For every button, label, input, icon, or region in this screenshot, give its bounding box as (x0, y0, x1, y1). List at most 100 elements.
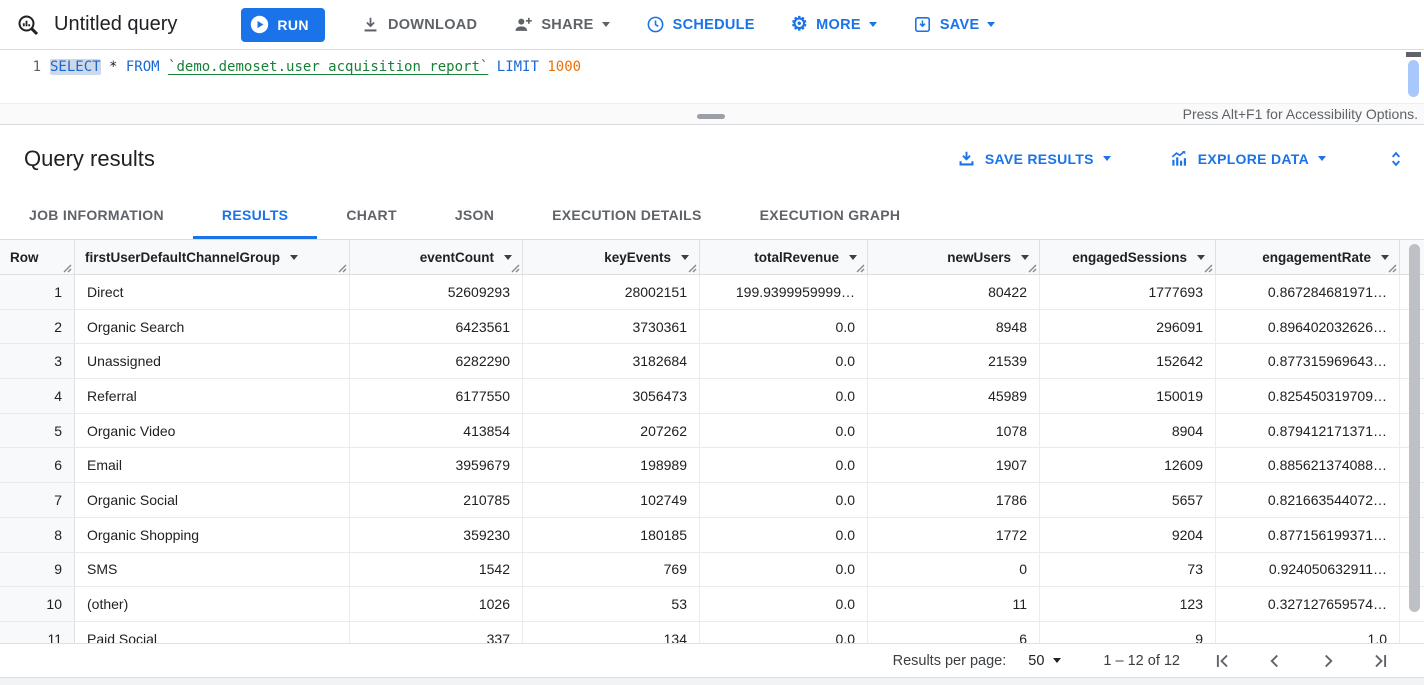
column-header-eventCount[interactable]: eventCount (350, 240, 523, 274)
column-menu-icon[interactable] (504, 254, 512, 260)
table-cell: 3959679 (350, 448, 523, 483)
sql-token: SELECT (50, 59, 101, 75)
column-header-keyEvents[interactable]: keyEvents (523, 240, 700, 274)
tabs-bar: JOB INFORMATION RESULTS CHART JSON EXECUTION… (0, 192, 1424, 240)
table-cell: 180185 (523, 517, 700, 552)
table-cell: 8948 (868, 309, 1040, 344)
unfold-icon (1391, 151, 1401, 166)
tab-json[interactable]: JSON (454, 207, 495, 223)
query-results-title: Query results (24, 145, 155, 171)
table-scrollbar-thumb[interactable] (1409, 244, 1420, 612)
editor-scrollbar-thumb[interactable] (1408, 60, 1419, 97)
column-header-Row[interactable]: Row (0, 240, 75, 274)
page-size-select[interactable]: 50 (1028, 653, 1062, 669)
more-button[interactable]: ⚙ MORE (791, 15, 877, 34)
row-number-cell: 10 (0, 587, 75, 621)
save-results-button[interactable]: SAVE RESULTS (957, 149, 1111, 168)
row-number-cell: 4 (0, 379, 75, 413)
first-page-button[interactable] (1211, 650, 1233, 672)
resize-handle-icon[interactable] (1204, 264, 1213, 273)
table-cell: Paid Social (75, 621, 350, 643)
resize-handle-icon[interactable] (688, 264, 697, 273)
splitter-handle[interactable] (697, 114, 725, 119)
resize-handle-icon[interactable] (511, 264, 520, 273)
resize-handle-icon[interactable] (856, 264, 865, 273)
sql-token: FROM (125, 59, 160, 75)
resize-handle-icon[interactable] (338, 264, 347, 273)
tab-results[interactable]: RESULTS (193, 192, 317, 239)
table-cell: 199.9399959999… (700, 275, 868, 309)
column-menu-icon[interactable] (290, 254, 299, 260)
resize-handle-icon[interactable] (63, 264, 72, 273)
column-header-firstUserDefaultChannelGroup[interactable]: firstUserDefaultChannelGroup (75, 240, 350, 274)
prev-page-button[interactable] (1264, 650, 1286, 672)
column-menu-icon[interactable] (681, 254, 689, 260)
table-cell: 0.0 (700, 621, 868, 643)
table-cell: 0.896402032626… (1216, 309, 1400, 344)
column-menu-icon[interactable] (849, 254, 857, 260)
column-menu-icon[interactable] (1381, 254, 1389, 260)
table-row: 1 Direct 52609293 28002151 199.9399959999… 80… (0, 275, 1424, 310)
run-button[interactable]: RUN (241, 7, 325, 42)
table-cell: 6423561 (350, 309, 523, 344)
last-page-button[interactable] (1370, 650, 1392, 672)
sql-code[interactable]: SELECT * FROM `demo.demoset.user_acquisi… (50, 58, 581, 103)
column-label: engagementRate (1262, 249, 1371, 265)
gear-icon: ⚙ (790, 14, 809, 35)
row-number-cell: 3 (0, 344, 75, 379)
tab-execution-graph[interactable]: EXECUTION GRAPH (759, 207, 901, 223)
query-icon (16, 13, 40, 37)
table-cell: Organic Shopping (75, 517, 350, 552)
table-cell: 152642 (1040, 344, 1216, 379)
save-button[interactable]: SAVE (913, 15, 996, 34)
column-header-newUsers[interactable]: newUsers (868, 240, 1040, 274)
column-header-totalRevenue[interactable]: totalRevenue (700, 240, 868, 274)
sql-token (488, 59, 496, 75)
tab-job-information[interactable]: JOB INFORMATION (29, 207, 164, 223)
column-label: keyEvents (604, 249, 671, 265)
tab-chart[interactable]: CHART (346, 207, 397, 223)
table-cell: Organic Social (75, 483, 350, 517)
collapse-panel-button[interactable] (1386, 149, 1406, 169)
sql-token: `demo.demoset.user_acquisition_report` (168, 59, 489, 75)
column-header-engagedSessions[interactable]: engagedSessions (1040, 240, 1216, 274)
table-cell: 28002151 (523, 275, 700, 309)
explore-data-icon (1169, 149, 1189, 169)
table-cell: 3730361 (523, 309, 700, 344)
resize-handle-icon[interactable] (1028, 264, 1037, 273)
row-number-cell: 7 (0, 483, 75, 517)
schedule-label: SCHEDULE (672, 16, 755, 33)
column-menu-icon[interactable] (1197, 254, 1205, 260)
sql-editor[interactable]: 1 SELECT * FROM `demo.demoset.user_acqui… (0, 50, 1424, 103)
download-button[interactable]: DOWNLOAD (361, 15, 477, 34)
pagination-bar: Results per page: 50 1 – 12 of 12 (0, 643, 1424, 677)
save-results-icon (957, 149, 976, 168)
table-cell: 3182684 (523, 344, 700, 379)
row-number-cell: 2 (0, 309, 75, 344)
table-cell: SMS (75, 552, 350, 587)
column-header-engagementRate[interactable]: engagementRate (1216, 240, 1400, 274)
table-cell: 207262 (523, 413, 700, 448)
resize-handle-icon[interactable] (1388, 264, 1397, 273)
chevron-right-icon (1325, 654, 1333, 667)
table-cell: Organic Video (75, 413, 350, 448)
table-cell: 413854 (350, 413, 523, 448)
table-row: 5 Organic Video 413854 207262 0.0 1078 8904 0.8… (0, 413, 1424, 449)
table-cell: 0.877315969643… (1216, 344, 1400, 379)
editor-scrollbar[interactable] (1406, 52, 1421, 101)
query-title: Untitled query (54, 13, 178, 35)
share-button[interactable]: SHARE (513, 15, 610, 35)
explore-data-button[interactable]: EXPLORE DATA (1169, 149, 1326, 169)
schedule-button[interactable]: SCHEDULE (646, 15, 755, 34)
chevron-down-icon (987, 22, 996, 27)
table-vertical-scrollbar[interactable] (1400, 242, 1424, 641)
column-menu-icon[interactable] (1021, 254, 1029, 260)
row-number-cell: 11 (0, 621, 75, 643)
column-label: Row (10, 249, 39, 265)
next-page-button[interactable] (1317, 650, 1339, 672)
tab-execution-details[interactable]: EXECUTION DETAILS (552, 207, 702, 223)
row-number-cell: 9 (0, 552, 75, 587)
accessibility-hint: Press Alt+F1 for Accessibility Options. (1182, 106, 1418, 122)
column-label: firstUserDefaultChannelGroup (85, 249, 281, 265)
table-row: 7 Organic Social 210785 102749 0.0 1786 5657 0.… (0, 483, 1424, 518)
